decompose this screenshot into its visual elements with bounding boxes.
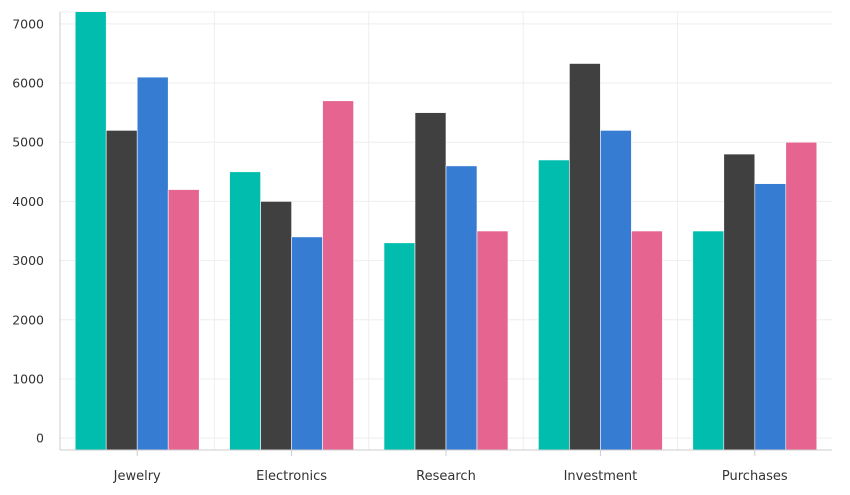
bar-jewelry-series-2 bbox=[105, 130, 138, 450]
bar-jewelry-series-1 bbox=[74, 12, 107, 450]
bar-investment-series-1 bbox=[538, 159, 570, 450]
x-tick-label: Investment bbox=[564, 469, 638, 484]
x-tick-label: Purchases bbox=[722, 469, 788, 484]
bar-purchases-series-4 bbox=[785, 141, 818, 450]
bar-investment-series-2 bbox=[569, 63, 601, 450]
y-tick-label: 1000 bbox=[12, 371, 44, 386]
bar-investment-series-4 bbox=[631, 230, 663, 450]
y-tick-label: 6000 bbox=[12, 76, 44, 91]
y-tick-label: 7000 bbox=[12, 16, 44, 31]
x-tick-label: Jewelry bbox=[113, 469, 161, 484]
bar-purchases-series-3 bbox=[754, 183, 787, 450]
x-tick-label: Research bbox=[416, 469, 476, 484]
bar-purchases-series-2 bbox=[723, 153, 756, 450]
bar-research-series-3 bbox=[445, 165, 478, 450]
x-tick-label: Electronics bbox=[256, 469, 327, 484]
y-tick-label: 3000 bbox=[12, 253, 44, 268]
bar-electronics-series-1 bbox=[229, 171, 261, 450]
bar-purchases-series-1 bbox=[692, 230, 725, 450]
bar-research-series-4 bbox=[476, 230, 509, 450]
bar-research-series-1 bbox=[383, 242, 416, 450]
y-tick-label: 0 bbox=[36, 431, 44, 446]
bar-research-series-2 bbox=[414, 112, 447, 450]
bar-investment-series-3 bbox=[600, 130, 632, 450]
y-tick-label: 2000 bbox=[12, 312, 44, 327]
bar-jewelry-series-3 bbox=[136, 76, 169, 450]
bar-jewelry-series-4 bbox=[167, 189, 200, 450]
y-tick-label: 5000 bbox=[12, 135, 44, 150]
bars bbox=[74, 12, 818, 450]
y-tick-label: 4000 bbox=[12, 194, 44, 209]
x-axis-ticks: Jewelry Electronics Research Investment Purc… bbox=[113, 450, 788, 484]
bar-electronics-series-4 bbox=[322, 100, 354, 450]
y-axis-ticks: 0 1000 2000 3000 4000 5000 6000 7000 bbox=[12, 16, 44, 445]
bar-electronics-series-3 bbox=[291, 236, 323, 450]
bar-electronics-series-2 bbox=[260, 201, 292, 450]
